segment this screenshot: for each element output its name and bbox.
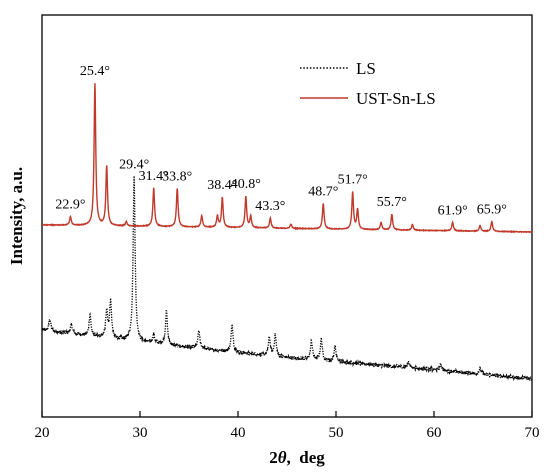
series-group [41,83,533,383]
x-tick-label: 50 [329,425,344,441]
legend-label-ust-sn-ls: UST-Sn-LS [356,89,436,108]
legend: LS UST-Sn-LS [300,59,436,108]
peak-label: 51.7° [338,173,368,188]
plot-area: 20 30 40 50 60 70 22.9° 25.4° 31.4°33.8° 38.4°40… [35,14,540,441]
x-ticks: 20 30 40 50 60 70 [35,411,540,441]
x-tick-label: 60 [427,425,442,441]
peak-label: 48.7° [308,184,338,199]
peak-label: 43.3° [255,199,285,214]
peak-label: 33.8° [162,169,192,184]
legend-label-ls: LS [356,59,376,78]
x-tick-label: 70 [525,425,540,441]
plot-frame [41,14,533,418]
series-line-ls [41,175,533,383]
peak-label: 25.4° [80,64,110,79]
peak-annotations: 22.9° 25.4° 31.4°33.8° 38.4°40.8° 43.3° 48.7°… [55,64,507,218]
x-tick-label: 20 [35,425,50,441]
peak-label: 22.9° [55,198,85,213]
x-axis-label: 2θ, deg [269,448,325,467]
peak-label: 38.4° [207,178,237,193]
series-line-ust-sn-ls [41,83,533,234]
peak-label: 29.4° [119,158,149,173]
peak-label: 65.9° [477,202,507,217]
x-tick-label: 30 [133,425,148,441]
x-tick-label: 40 [231,425,246,441]
peak-label: 61.9° [438,203,468,218]
peak-label: 31.4° [139,169,169,184]
peak-label: 40.8° [231,177,261,192]
peak-label: 55.7° [377,195,407,210]
y-axis-label: Intensity, a.u. [7,167,26,265]
